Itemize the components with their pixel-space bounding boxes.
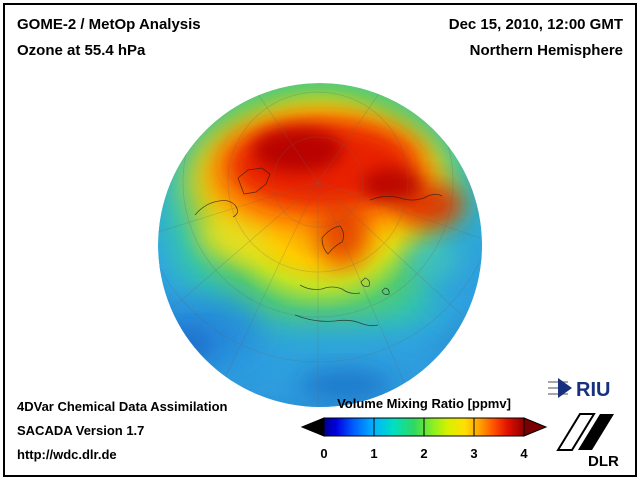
colorbar-labels: 0 1 2 3 4 — [296, 446, 552, 462]
hemisphere-label: Northern Hemisphere — [469, 42, 623, 59]
colorbar-block: Volume Mixing Ratio [ppmv] — [296, 396, 552, 462]
riu-logo-triangle — [558, 378, 572, 398]
colorbar — [300, 417, 548, 437]
header-right: Dec 15, 2010, 12:00 GMT Northern Hemisph… — [449, 12, 623, 64]
version-label: SACADA Version 1.7 — [17, 423, 145, 438]
coastlines — [194, 167, 443, 327]
dlr-logo-wing-solid — [578, 414, 614, 450]
analysis-title: GOME-2 / MetOp Analysis — [17, 16, 201, 33]
level-subtitle: Ozone at 55.4 hPa — [17, 42, 146, 59]
riu-logo: RIU — [548, 378, 610, 401]
tick-label-0: 0 — [320, 446, 328, 461]
footer-credits: 4DVar Chemical Data Assimilation SACADA … — [17, 395, 228, 467]
datetime-label: Dec 15, 2010, 12:00 GMT — [448, 16, 623, 33]
colorbar-title: Volume Mixing Ratio [ppmv] — [337, 396, 511, 411]
url-label: http://wdc.dlr.de — [17, 447, 117, 462]
colorbar-ticks — [373, 418, 475, 436]
dlr-logo: DLR — [556, 413, 619, 470]
colorbar-over-arrow — [523, 417, 548, 437]
assimilation-label: 4DVar Chemical Data Assimilation — [17, 399, 228, 414]
dlr-logo-text: DLR — [588, 453, 619, 470]
tick-label-4: 4 — [520, 446, 528, 461]
tick-label-3: 3 — [470, 446, 478, 461]
dlr-logo-wing-outline — [556, 413, 596, 451]
header-left: GOME-2 / MetOp Analysis Ozone at 55.4 hP… — [17, 12, 201, 64]
colorbar-under-arrow — [300, 417, 325, 437]
tick-label-1: 1 — [370, 446, 378, 461]
tick-label-2: 2 — [420, 446, 428, 461]
riu-logo-text: RIU — [576, 379, 610, 401]
ozone-field — [158, 83, 482, 407]
